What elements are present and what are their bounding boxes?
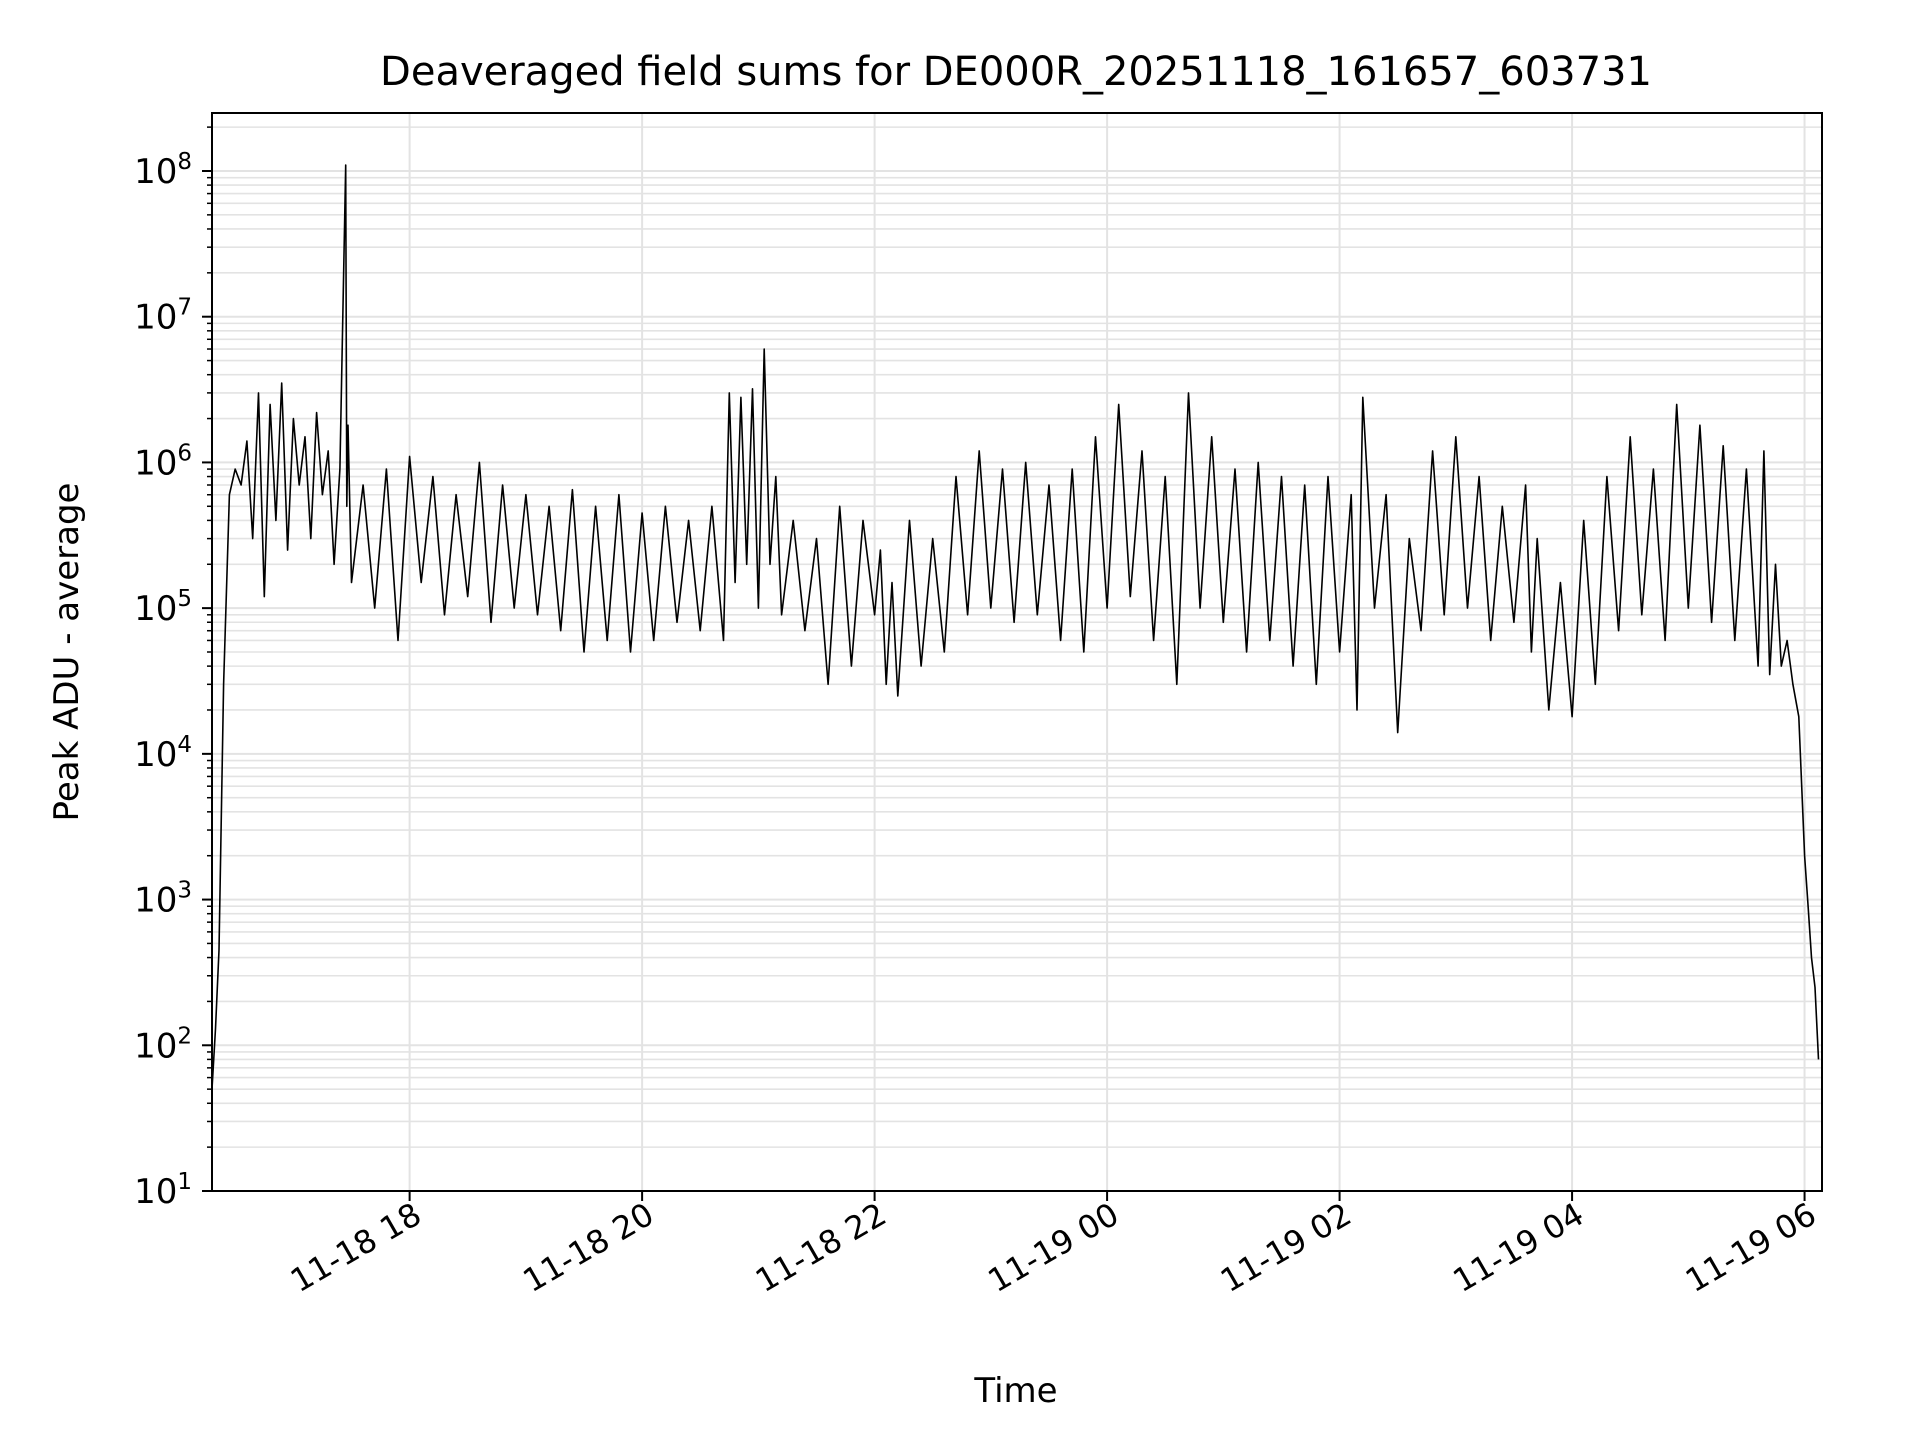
y-tick-label: 105 (134, 586, 192, 629)
series-layer (211, 164, 1820, 1090)
x-axis-label: Time (973, 1371, 1057, 1411)
y-tick-label: 101 (134, 1169, 192, 1212)
y-axis-label: Peak ADU - average (47, 483, 87, 822)
y-tick-label: 106 (134, 440, 192, 483)
y-tick-label: 108 (134, 149, 192, 192)
series-line (211, 164, 1820, 1090)
grid (212, 113, 1822, 1192)
y-tick-label: 107 (134, 295, 192, 338)
chart-title: Deaveraged field sums for DE000R_2025111… (380, 49, 1652, 95)
y-tick-label: 102 (134, 1023, 192, 1066)
y-tick-label: 103 (134, 878, 192, 921)
y-axis: 101 102 103 104 105 106 107 108 (134, 126, 212, 1212)
y-tick-label: 104 (134, 732, 192, 775)
